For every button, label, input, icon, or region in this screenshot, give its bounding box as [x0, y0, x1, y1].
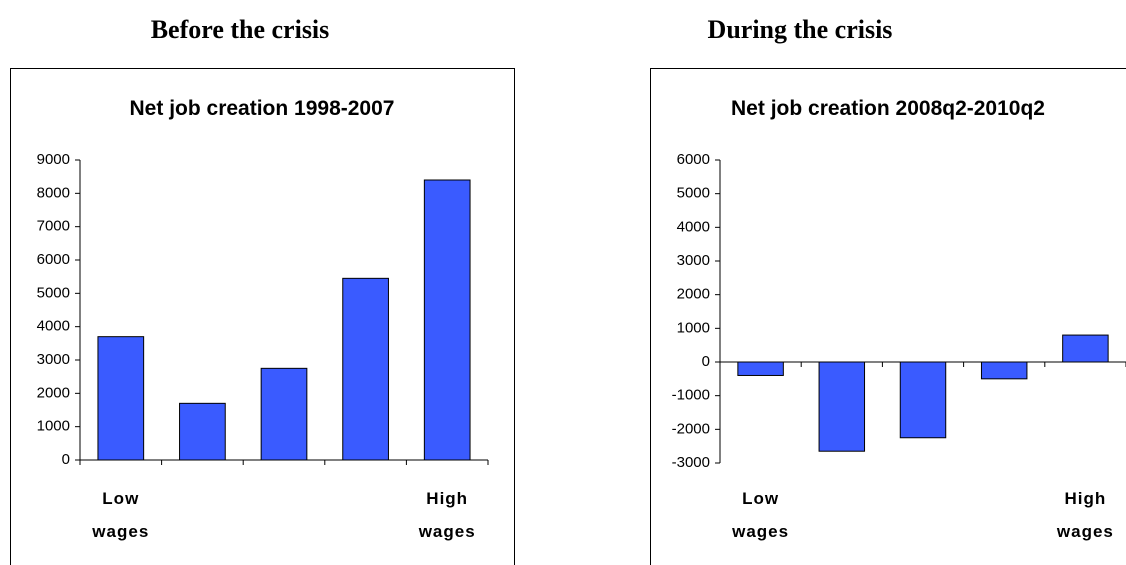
chart-title: Net job creation 2008q2-2010q2 [731, 97, 1045, 120]
y-tick-label: -1000 [672, 387, 710, 404]
x-tick-label: Low wages [92, 489, 150, 541]
x-tick-label: High wages [418, 489, 476, 541]
y-tick-label: 0 [702, 353, 710, 370]
y-tick-label: 4000 [37, 318, 70, 335]
panel-heading: Before the crisis [151, 15, 330, 44]
y-tick-label: -3000 [672, 454, 710, 471]
y-tick-label: 2000 [37, 384, 70, 401]
bar [818, 361, 866, 452]
panel-heading: During the crisis [708, 15, 893, 44]
bar [97, 336, 145, 461]
y-tick-label: 1000 [677, 319, 710, 336]
x-tick-label: Low wages [732, 489, 790, 541]
bar [342, 277, 389, 461]
bar [260, 367, 308, 461]
y-tick-label: -2000 [672, 420, 710, 437]
y-tick-label: 1000 [37, 418, 70, 435]
x-tick-label: High wages [1056, 489, 1114, 541]
y-tick-label: 0 [62, 451, 70, 468]
y-tick-label: 6000 [37, 251, 70, 268]
y-tick-label: 3000 [37, 351, 70, 368]
y-tick-label: 5000 [37, 284, 70, 301]
bar [737, 361, 784, 376]
y-tick-label: 2000 [677, 286, 710, 303]
bar [1062, 334, 1109, 363]
y-tick-label: 5000 [677, 185, 710, 202]
bar [423, 179, 471, 461]
chart-frame [650, 68, 1126, 565]
bar [899, 361, 947, 439]
y-tick-label: 4000 [677, 218, 710, 235]
y-tick-label: 6000 [677, 151, 710, 168]
y-tick-label: 3000 [677, 252, 710, 269]
bar [179, 402, 226, 461]
bar [980, 361, 1028, 380]
chart-title: Net job creation 1998-2007 [130, 97, 395, 120]
y-tick-label: 9000 [37, 151, 70, 168]
y-tick-label: 7000 [37, 218, 70, 235]
y-tick-label: 8000 [37, 184, 70, 201]
chart-frame [10, 68, 515, 565]
